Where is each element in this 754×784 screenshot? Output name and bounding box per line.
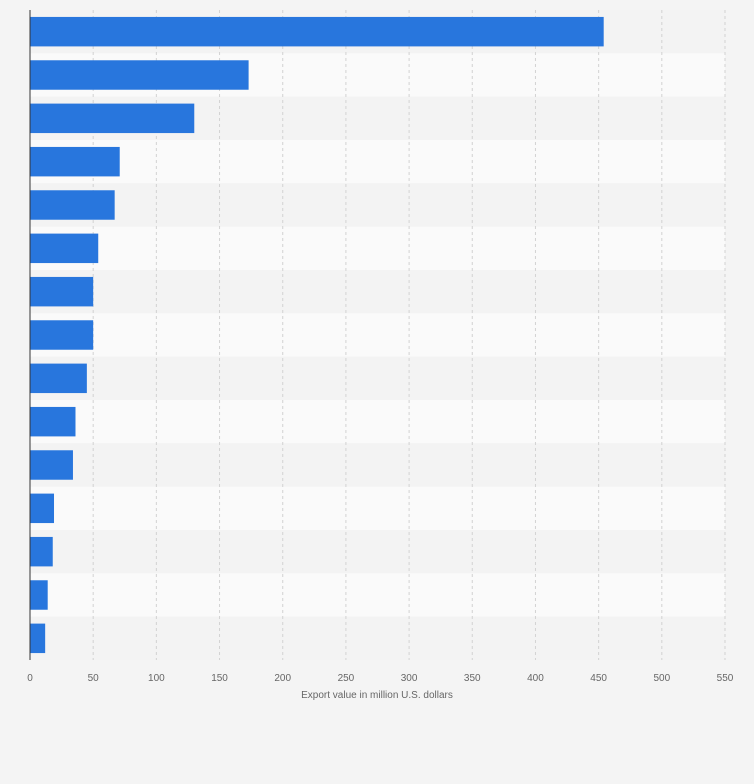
row-band (30, 443, 725, 487)
row-band (30, 616, 725, 660)
row-band (30, 400, 725, 444)
bar[interactable] (30, 493, 55, 524)
x-tick-label: 400 (527, 673, 544, 684)
x-tick-label: 0 (27, 673, 33, 684)
x-tick-label: 300 (401, 673, 418, 684)
row-band (30, 356, 725, 400)
bar[interactable] (30, 406, 76, 437)
x-tick-labels: 0 50 100 150 200 250 300 350 400 450 500 550 (27, 673, 734, 684)
bar[interactable] (30, 363, 87, 394)
x-axis-title: Export value in million U.S. dollars (301, 690, 453, 701)
bar[interactable] (30, 580, 48, 610)
bar[interactable] (30, 146, 120, 177)
row-band (30, 313, 725, 357)
row-band (30, 183, 725, 227)
bar[interactable] (30, 450, 73, 480)
bar[interactable] (30, 103, 195, 134)
x-tick-label: 350 (464, 673, 481, 684)
row-band (30, 573, 725, 617)
bar[interactable] (30, 536, 53, 567)
bar[interactable] (30, 320, 94, 350)
x-tick-label: 100 (148, 673, 165, 684)
bar[interactable] (30, 190, 115, 220)
bar[interactable] (30, 233, 99, 264)
row-band (30, 530, 725, 574)
bar[interactable] (30, 623, 46, 654)
bar[interactable] (30, 16, 604, 47)
bar[interactable] (30, 60, 249, 90)
row-band (30, 226, 725, 270)
row-band (30, 140, 725, 184)
x-tick-label: 150 (211, 673, 228, 684)
row-band (30, 270, 725, 314)
x-tick-label: 200 (274, 673, 291, 684)
x-tick-label: 450 (590, 673, 607, 684)
x-tick-label: 500 (653, 673, 670, 684)
x-tick-label: 50 (88, 673, 100, 684)
x-tick-label: 250 (338, 673, 355, 684)
row-band (30, 486, 725, 530)
bar[interactable] (30, 276, 94, 307)
x-tick-label: 550 (717, 673, 734, 684)
bars (30, 16, 604, 654)
row-bands (30, 10, 725, 660)
